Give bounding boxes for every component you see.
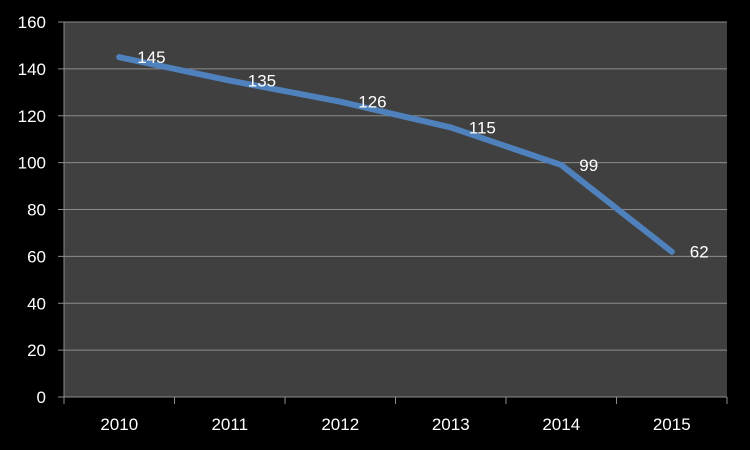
y-tick-label: 0 <box>37 388 46 407</box>
x-axis-ticks: 2010 2011 2012 2013 2014 2015 <box>63 397 728 434</box>
data-point <box>226 77 233 84</box>
data-label: 115 <box>469 118 496 137</box>
series-group <box>116 54 675 255</box>
y-tick-label: 120 <box>18 107 46 126</box>
y-axis-ticks: 0 20 40 60 80 100 120 140 160 <box>18 13 64 407</box>
y-tick-label: 60 <box>27 247 46 266</box>
data-label: 145 <box>137 48 165 67</box>
data-point <box>447 124 454 131</box>
data-label: 126 <box>358 93 386 112</box>
y-tick-label: 80 <box>27 201 46 220</box>
x-tick-label: 2012 <box>321 415 359 434</box>
series-line <box>116 54 675 255</box>
data-point <box>116 54 123 61</box>
y-tick-label: 160 <box>18 13 46 32</box>
data-label: 62 <box>690 243 709 262</box>
y-tick-label: 140 <box>18 60 46 79</box>
data-label: 135 <box>248 72 276 91</box>
x-tick-label: 2011 <box>211 415 248 434</box>
data-point <box>558 161 565 168</box>
y-tick-label: 40 <box>27 294 46 313</box>
data-label: 99 <box>579 156 598 175</box>
data-point <box>668 248 675 255</box>
data-point <box>337 98 344 105</box>
x-tick-label: 2013 <box>432 415 470 434</box>
x-tick-label: 2015 <box>653 415 691 434</box>
x-tick-label: 2014 <box>542 415 580 434</box>
x-tick-label: 2010 <box>100 415 138 434</box>
y-tick-label: 100 <box>18 154 46 173</box>
y-tick-label: 20 <box>27 341 46 360</box>
data-labels: 145 135 126 115 99 62 <box>137 48 708 262</box>
